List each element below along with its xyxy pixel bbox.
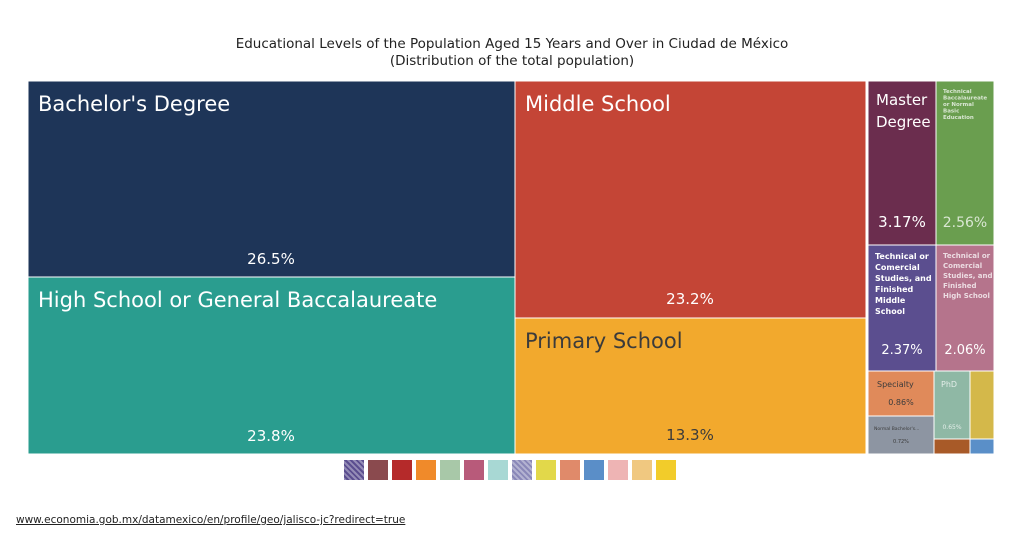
tile-value: 13.3% [666,426,714,444]
legend-swatch[interactable] [632,460,652,480]
tile-value: 2.37% [881,343,922,358]
tile-phd[interactable]: PhD 0.65% [933,370,971,440]
tile-label: Studies, and [943,272,993,280]
tile-rect [969,370,995,440]
tile-primary-school[interactable]: Primary School 13.3% [514,317,867,455]
tile-small-a[interactable] [969,370,995,440]
tile-label: Finished [943,282,976,290]
tile-label: Finished [875,285,914,294]
legend-swatch[interactable] [608,460,628,480]
tile-small-c[interactable] [969,438,995,455]
treemap: Bachelor's Degree 26.5% High School or Gen… [27,80,995,455]
tile-rect [867,415,935,455]
tile-value: 0.86% [888,398,914,407]
tile-technical-high-school[interactable]: Technical or Comercial Studies, and Finishe… [935,244,995,372]
tile-label: Baccalaureate [943,96,987,102]
tile-value: 0.72% [893,439,909,445]
legend-swatch[interactable] [392,460,412,480]
tile-value: 23.8% [247,427,295,445]
tile-value: 26.5% [247,250,295,268]
chart-subtitle: (Distribution of the total population) [389,53,635,69]
tile-rect [933,438,971,455]
tile-small-b[interactable] [933,438,971,455]
tile-rect [867,244,937,372]
tile-rect [867,370,935,417]
legend-swatch[interactable] [656,460,676,480]
tile-value: 2.56% [943,215,987,231]
tile-high-school[interactable]: High School or General Baccalaureate 23.8… [27,276,516,455]
tile-label: Bachelor's Degree [38,92,230,116]
legend-swatch[interactable] [536,460,556,480]
tile-label: High School [943,292,990,300]
legend-swatch[interactable] [488,460,508,480]
tile-master-degree[interactable]: Master Degree 3.17% [867,80,937,246]
tile-label: Technical or [875,252,929,261]
tile-label: High School or General Baccalaureate [38,288,437,312]
legend-swatch[interactable] [512,460,532,480]
legend-swatch[interactable] [440,460,460,480]
tile-label: Specialty [877,380,914,389]
tile-label: Normal Bachelor's... [874,426,919,432]
tile-label: Middle School [525,92,671,116]
tile-rect [514,317,867,455]
chart-title: Educational Levels of the Population Age… [0,36,1024,70]
tile-value: 3.17% [878,213,926,231]
tile-rect [27,80,516,278]
tile-label: Master [876,91,928,109]
legend [344,460,676,480]
tile-normal-bachelors[interactable]: Normal Bachelor's... 0.72% [867,415,935,455]
tile-label: Primary School [525,329,683,353]
tile-label: School [875,307,905,316]
tile-label: Technical [943,89,972,95]
source-link[interactable]: www.economia.gob.mx/datamexico/en/profil… [16,514,406,526]
tile-label: Technical or [943,252,991,260]
legend-swatch[interactable] [368,460,388,480]
tile-middle-school[interactable]: Middle School 23.2% [514,80,867,319]
chart-title-line: Educational Levels of the Population Age… [235,36,789,52]
tile-technical-middle-school[interactable]: Technical or Comercial Studies, and Finishe… [867,244,937,372]
tile-value: 2.06% [944,343,985,358]
tile-label: Middle [875,296,906,305]
tile-value: 23.2% [666,290,714,308]
legend-swatch[interactable] [464,460,484,480]
tile-label: Degree [876,113,931,131]
tile-value: 0.65% [942,424,961,431]
tile-label: Comercial [943,262,982,270]
legend-swatch[interactable] [344,460,364,480]
tile-label: Studies, and [875,274,932,283]
legend-swatch[interactable] [416,460,436,480]
legend-swatch[interactable] [560,460,580,480]
tile-label: PhD [941,380,957,389]
tile-bachelors-degree[interactable]: Bachelor's Degree 26.5% [27,80,516,278]
tile-rect [969,438,995,455]
tile-label: Basic [943,109,959,115]
tile-rect [867,80,937,246]
tile-rect [514,80,867,319]
tile-label: or Normal [943,102,974,108]
tile-rect [935,80,995,246]
tile-specialty[interactable]: Specialty 0.86% [867,370,935,417]
tile-label: Comercial [875,263,920,272]
legend-swatch[interactable] [584,460,604,480]
tile-label: Education [943,115,974,121]
